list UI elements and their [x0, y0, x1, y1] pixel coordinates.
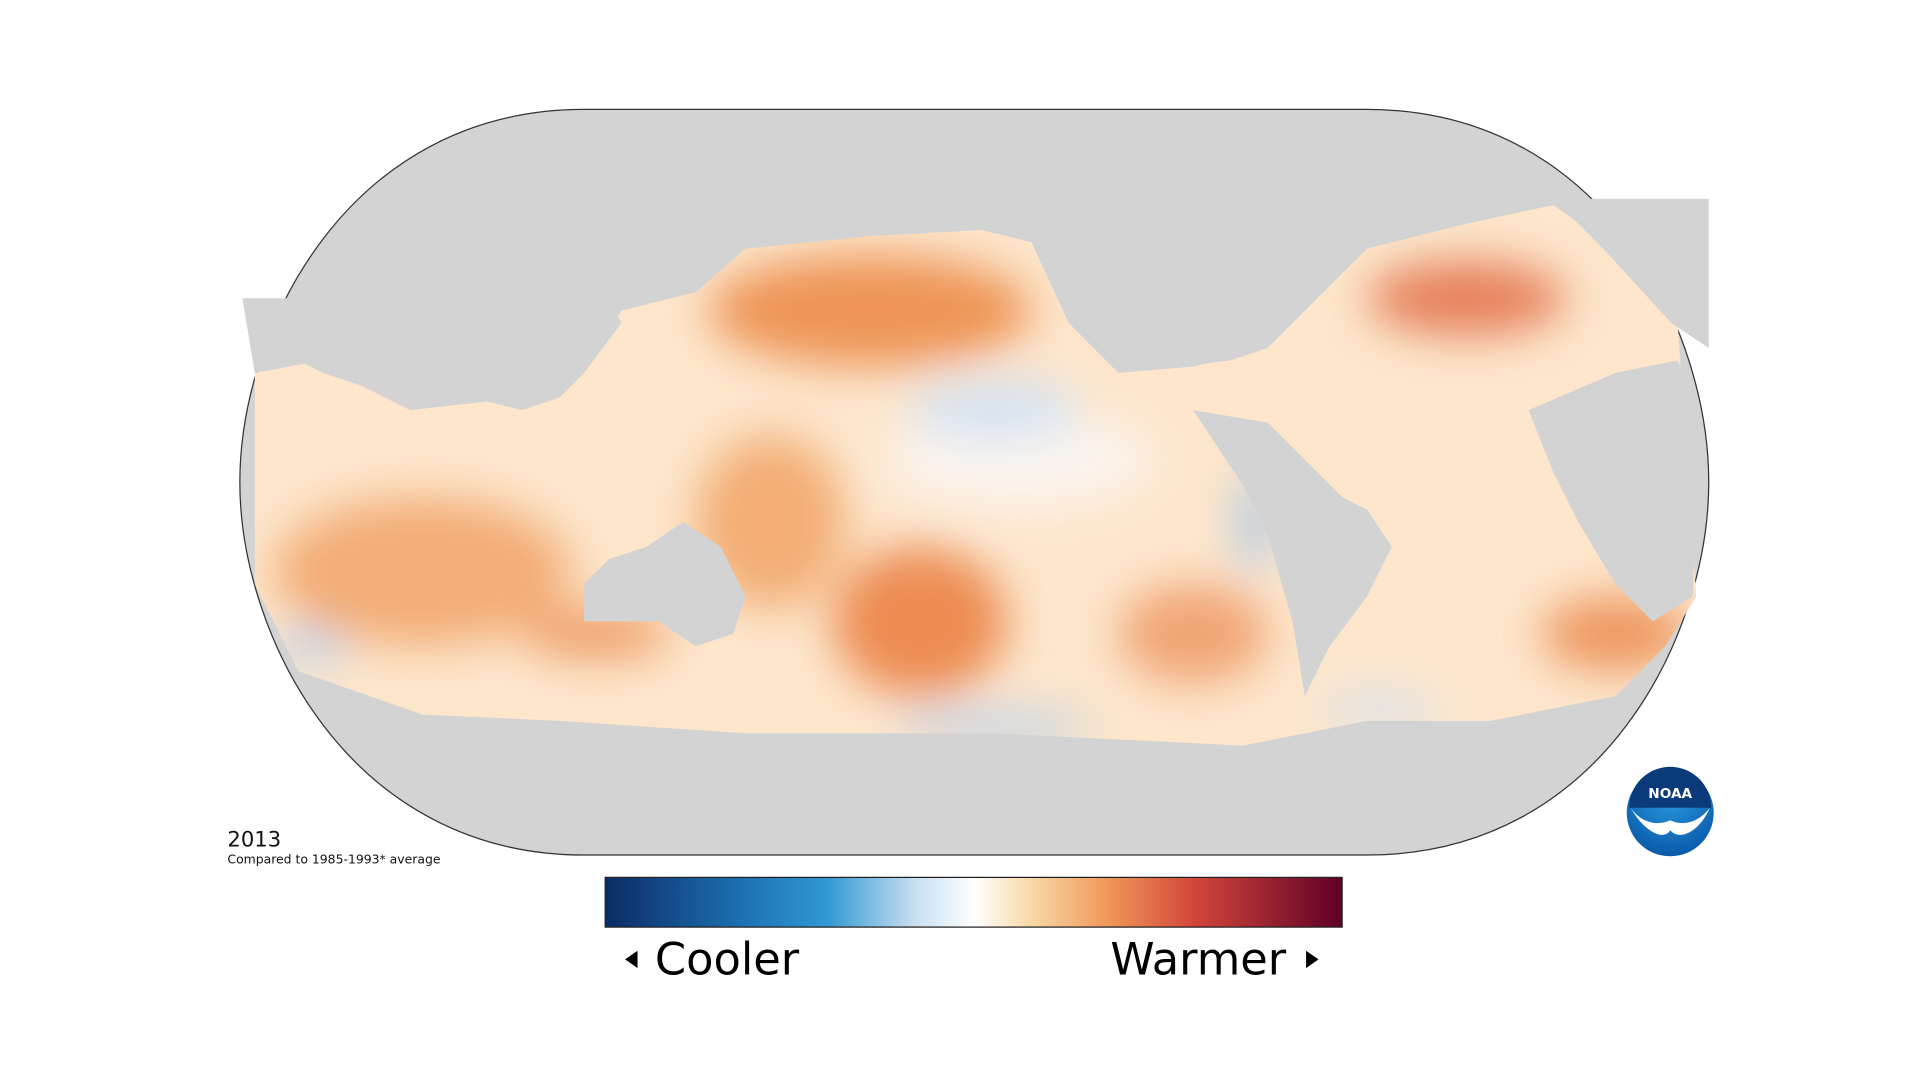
ocean: [254, 205, 1697, 746]
year-label: 2013: [227, 826, 281, 851]
land: [242, 118, 1709, 696]
anomaly-field: [273, 254, 1691, 742]
warmer-arrow: [1306, 950, 1319, 969]
baseline-note: Compared to 1985-1993* average: [227, 852, 440, 867]
legend-high: Warmer: [1110, 932, 1286, 985]
color-bar: [604, 876, 1343, 928]
noaa-logo: NOAA: [1626, 766, 1714, 857]
logo-text: NOAA: [1648, 786, 1692, 802]
cooler-arrow: [625, 950, 638, 969]
legend-low: Cooler: [655, 932, 800, 985]
